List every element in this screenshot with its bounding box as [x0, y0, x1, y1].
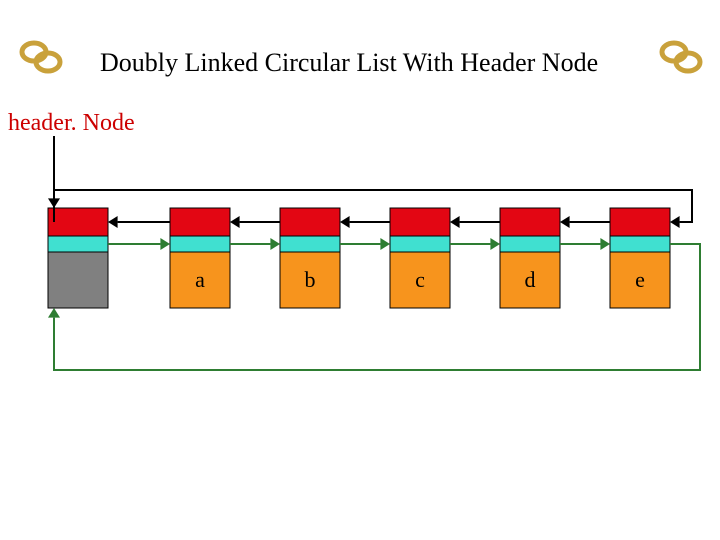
svg-text:e: e [635, 267, 645, 292]
linked-list-diagram: a b c d e [0, 0, 720, 540]
svg-text:d: d [525, 267, 536, 292]
svg-text:c: c [415, 267, 425, 292]
svg-text:a: a [195, 267, 205, 292]
svg-text:b: b [305, 267, 316, 292]
